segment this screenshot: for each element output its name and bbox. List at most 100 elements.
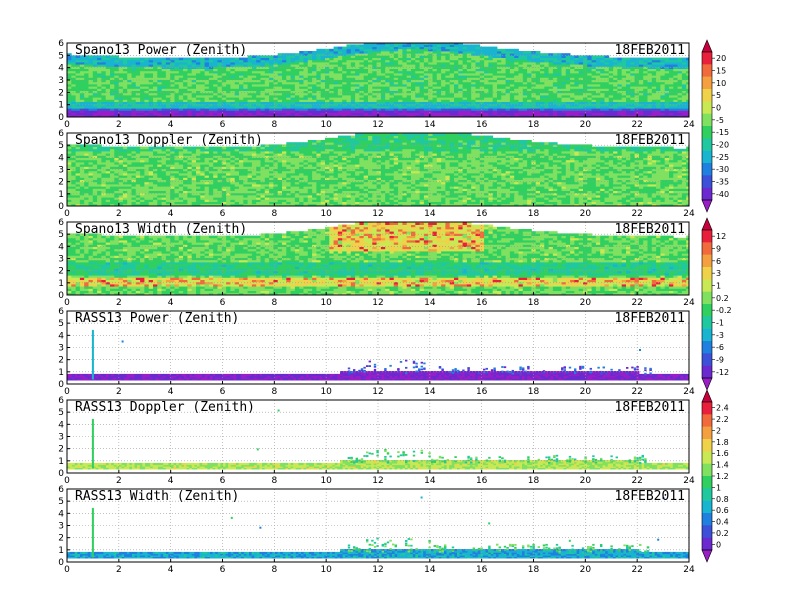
y-tick-label: 4 [58,242,64,252]
x-tick-label: 6 [220,476,226,486]
heatmap-field [67,222,689,295]
x-tick-label: 6 [220,298,226,308]
colorbar-tick-label: 2 [716,426,721,435]
colorbar-segment [702,175,712,188]
colorbar-top-arrow [701,217,713,231]
x-tick-label: 12 [372,298,383,308]
x-tick-label: 22 [631,120,642,130]
colorbar-tick-label: 0.4 [716,518,729,527]
colorbar-segment [702,488,712,501]
colorbar-tick-label: 10 [716,79,726,88]
x-tick-label: 20 [580,209,592,219]
colorbar-segment [702,316,712,329]
x-tick-label: 24 [683,565,695,575]
colorbar-segment [702,76,712,90]
x-tick-label: 18 [528,298,540,308]
colorbar-segment [702,187,712,201]
y-tick-label: 6 [58,485,64,495]
x-tick-label: 2 [116,387,122,397]
x-tick-label: 20 [580,387,592,397]
panel-date: 18FEB2011 [615,133,685,148]
x-tick-label: 14 [424,565,436,575]
x-tick-label: 24 [683,387,695,397]
colorbar-segment [702,304,712,317]
y-tick-label: 4 [58,153,64,163]
x-tick-label: 12 [372,209,383,219]
x-tick-label: 16 [476,387,488,397]
colorbar-tick-label: 0.2 [716,529,729,538]
x-tick-label: 16 [476,209,488,219]
x-tick-label: 20 [580,298,592,308]
x-tick-label: 8 [271,120,277,130]
y-tick-label: 2 [58,534,64,544]
colorbar-tick-label: -0.2 [716,306,732,315]
y-tick-label: 6 [58,307,64,317]
colorbar-tick-label: 1 [716,483,721,492]
colorbar-tick-label: -6 [716,343,724,352]
colorbar-tick-label: 2.4 [716,404,729,413]
colorbar-segment [702,230,712,243]
heatmap-field [67,329,689,381]
x-tick-label: 22 [631,387,642,397]
x-tick-label: 18 [528,476,540,486]
colorbar-tick-label: 9 [716,245,721,254]
colorbar-segment [702,451,712,464]
panel-date: 18FEB2011 [615,400,685,415]
x-tick-label: 10 [320,476,332,486]
x-tick-label: 0 [64,298,70,308]
x-tick-label: 18 [528,120,540,130]
colorbar-segment [702,426,712,440]
colorbar-tick-label: -1 [716,319,724,328]
y-tick-label: 3 [58,433,64,443]
x-tick-label: 8 [271,387,277,397]
y-tick-label: 2 [58,445,64,455]
y-tick-label: 0 [58,380,64,390]
x-tick-label: 12 [372,565,383,575]
colorbar-segment [702,267,712,280]
y-tick-label: 5 [58,230,64,240]
x-tick-label: 14 [424,120,436,130]
x-tick-label: 20 [580,476,592,486]
x-tick-label: 14 [424,209,436,219]
x-tick-label: 0 [64,476,70,486]
x-tick-label: 20 [580,565,592,575]
panel-title: Spano13 Doppler (Zenith) [75,133,263,148]
y-tick-label: 4 [58,64,64,74]
x-tick-label: 2 [116,298,122,308]
x-tick-label: 22 [631,209,642,219]
y-tick-label: 3 [58,76,64,86]
colorbar-bottom-arrow [701,377,713,391]
colorbar-top-arrow [701,39,713,53]
heatmap-field [67,409,689,470]
x-tick-label: 16 [476,476,488,486]
y-tick-label: 5 [58,141,64,151]
colorbar-tick-label: 0 [716,540,721,549]
x-tick-label: 8 [271,565,277,575]
x-tick-label: 16 [476,120,488,130]
y-tick-label: 0 [58,469,64,479]
x-tick-label: 4 [168,298,174,308]
x-tick-label: 4 [168,209,174,219]
colorbar-tick-label: -25 [716,153,729,162]
colorbar-tick-label: 12 [716,232,726,241]
colorbar-segment [702,291,712,305]
x-tick-label: 8 [271,476,277,486]
x-tick-label: 24 [683,476,695,486]
x-tick-label: 6 [220,565,226,575]
x-tick-label: 22 [631,476,642,486]
colorbar-segment [702,52,712,65]
x-tick-label: 10 [320,298,332,308]
colorbar-segment [702,328,712,342]
y-tick-label: 0 [58,202,64,212]
y-tick-label: 1 [58,190,64,200]
x-tick-label: 2 [116,209,122,219]
colorbar-segment [702,150,712,164]
colorbar-tick-label: -40 [716,190,729,199]
x-tick-label: 22 [631,565,642,575]
x-tick-label: 16 [476,298,488,308]
y-tick-label: 1 [58,101,64,111]
colorbar-top-arrow [701,389,713,403]
panel-title: RASS13 Doppler (Zenith) [75,400,255,415]
